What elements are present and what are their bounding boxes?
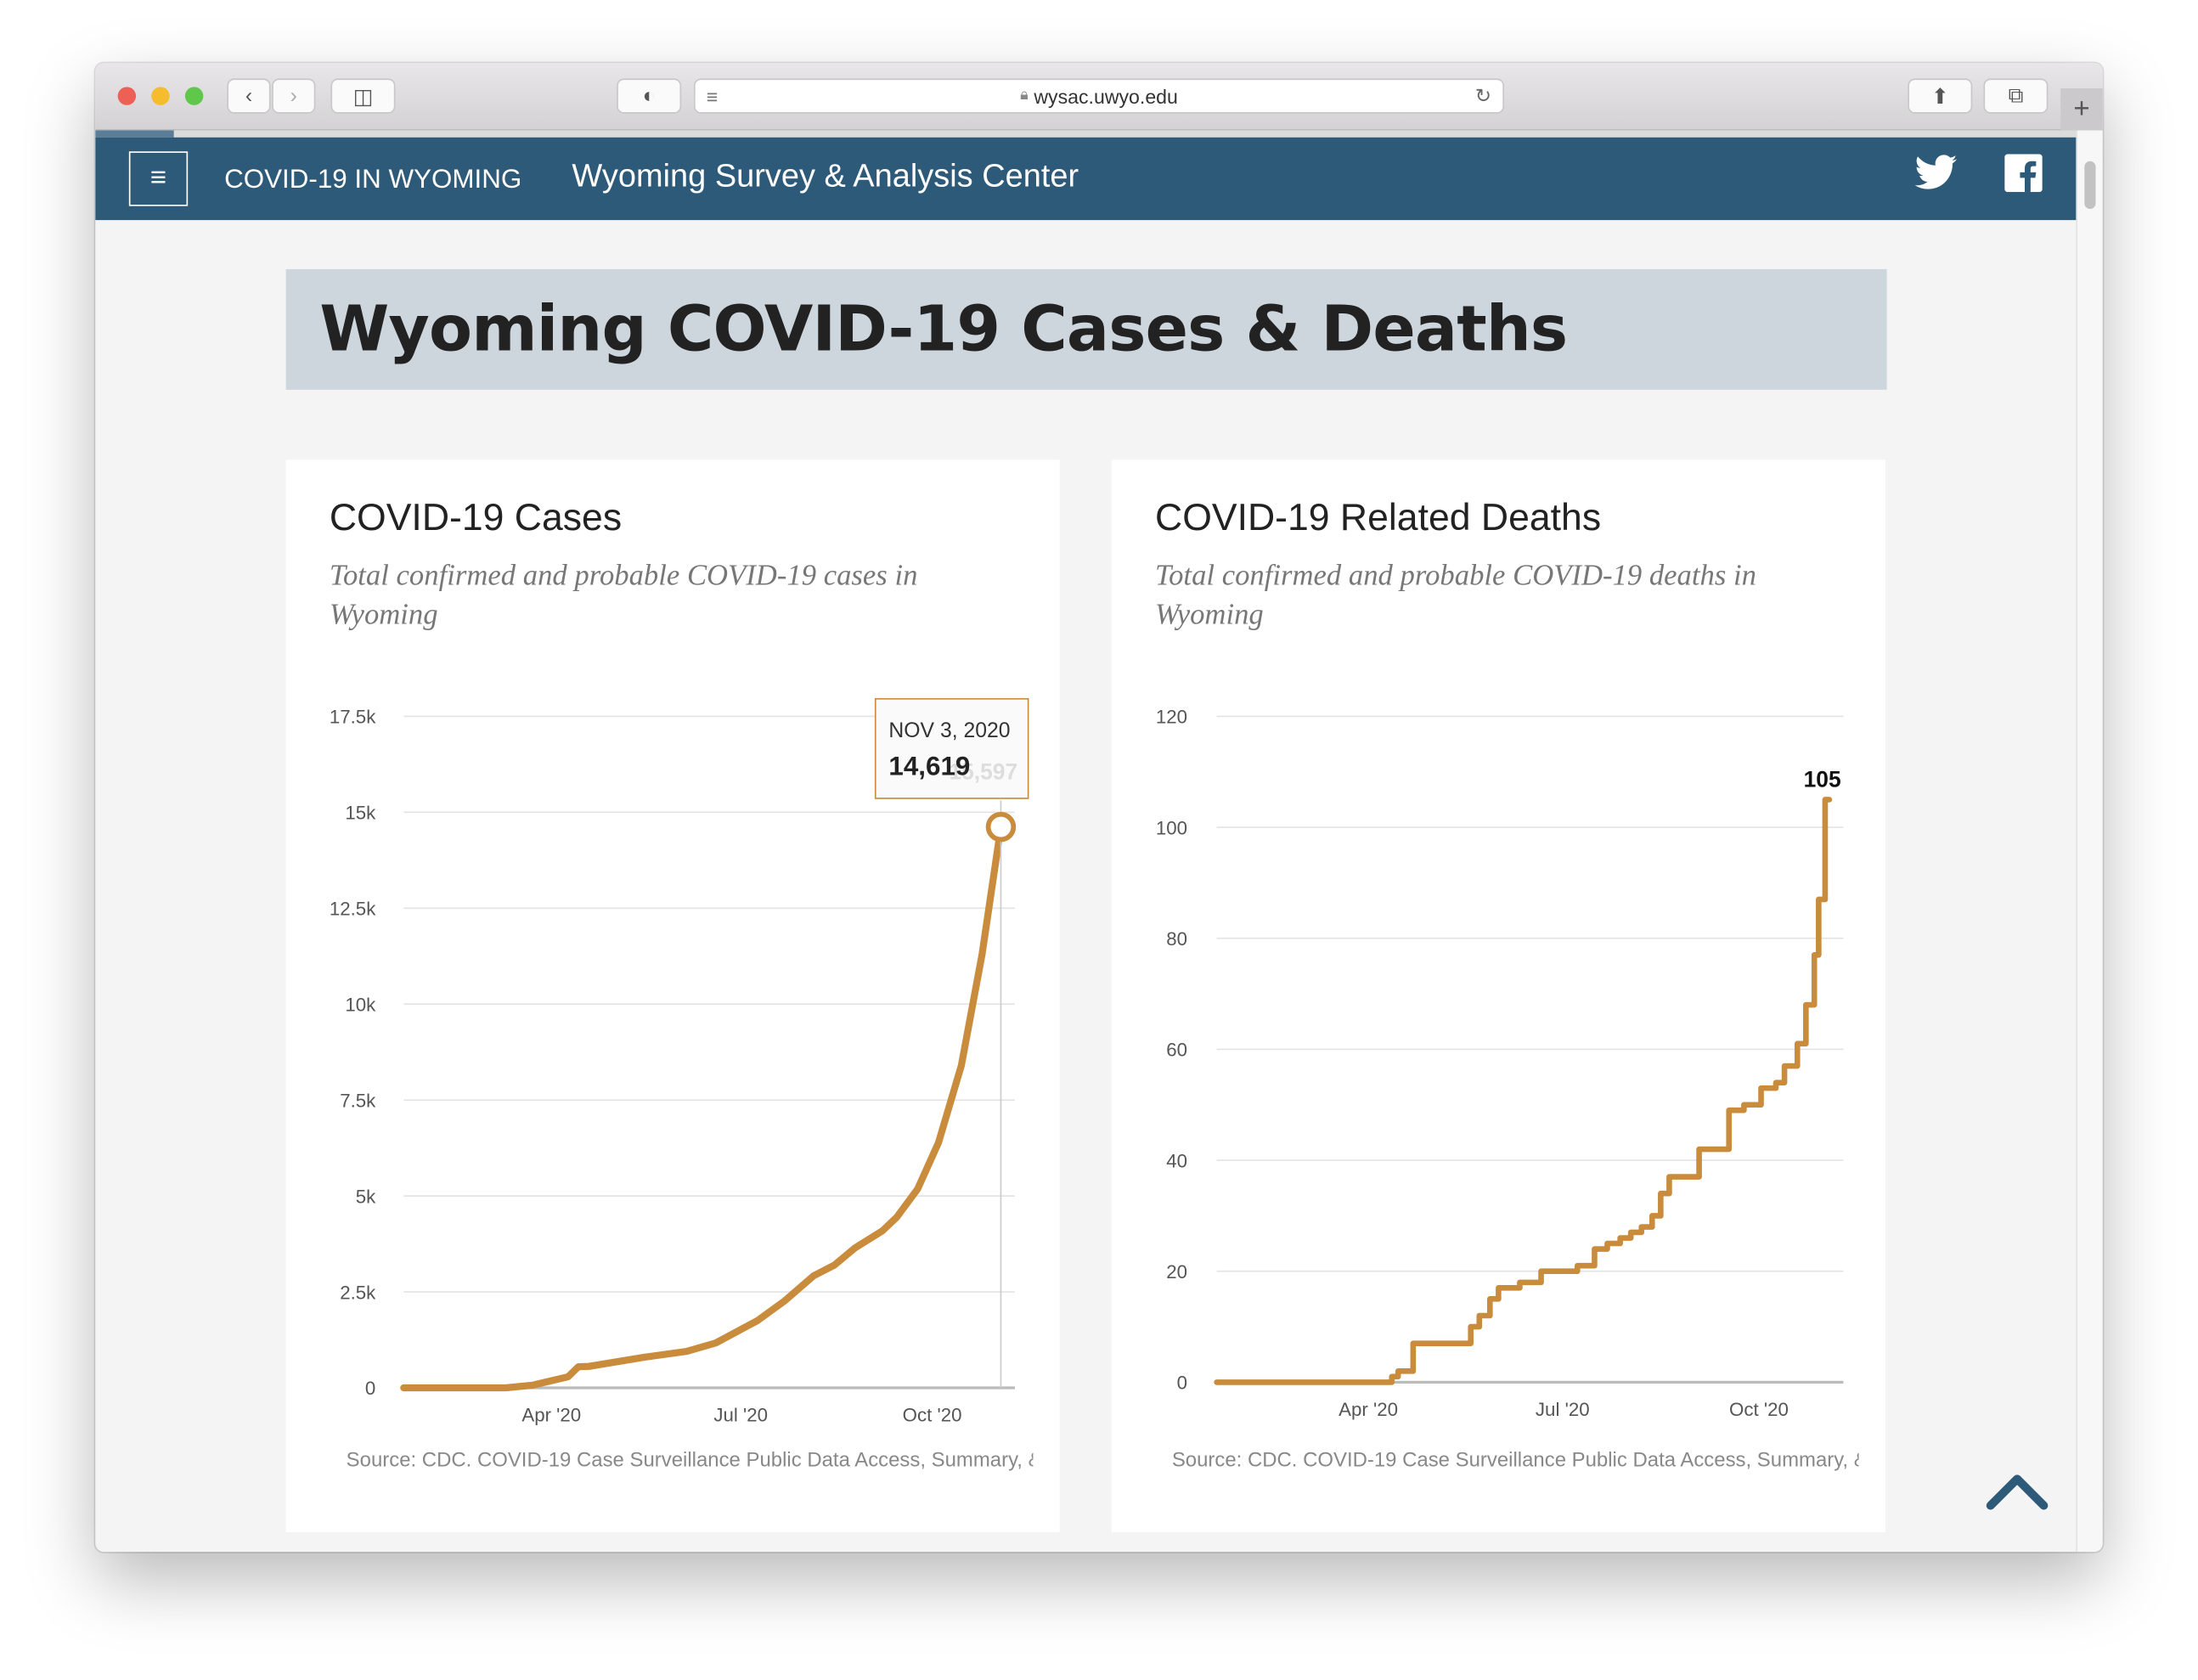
tooltip-value: 14,619	[888, 753, 971, 782]
twitter-icon[interactable]	[1914, 155, 1958, 200]
minimize-window-button[interactable]	[151, 87, 170, 105]
reader-icon[interactable]: ≡	[706, 84, 719, 108]
chevron-left-icon: ‹	[245, 84, 253, 109]
y-tick-label: 17.5k	[330, 707, 376, 728]
cases-source: Source: CDC. COVID-19 Case Surveillance …	[346, 1449, 1034, 1473]
url-text: wysac.uwyo.edu	[1034, 84, 1178, 108]
page-banner: Wyoming COVID-19 Cases & Deaths	[285, 268, 1887, 390]
y-tick-label: 10k	[345, 994, 376, 1015]
page-title: Wyoming COVID-19 Cases & Deaths	[319, 291, 1568, 366]
y-tick-label: 100	[1156, 817, 1187, 838]
deaths-title: COVID-19 Related Deaths	[1155, 496, 1602, 538]
facebook-icon[interactable]	[2004, 154, 2043, 202]
deaths-source: Source: CDC. COVID-19 Case Surveillance …	[1171, 1449, 1859, 1473]
x-tick-label: Oct '20	[903, 1405, 962, 1426]
deaths-chart[interactable]: 0 20 40 60 80 100 120 Apr '20 Jul '20 Oct '20 105	[1112, 670, 1885, 1427]
tabs-button[interactable]: ⧉	[1983, 78, 2049, 114]
new-tab-button[interactable]: +	[2060, 87, 2103, 131]
series-line	[1214, 797, 1833, 1385]
cases-title: COVID-19 Cases	[329, 496, 623, 538]
share-icon: ⬆	[1930, 84, 1949, 109]
cases-subtitle: Total confirmed and probable COVID-19 ca…	[329, 557, 918, 631]
forward-button[interactable]: ›	[272, 78, 316, 114]
x-tick-label: Jul '20	[1536, 1399, 1590, 1420]
scrollbar-thumb[interactable]	[2084, 161, 2096, 209]
tooltip-date: NOV 3, 2020	[888, 719, 1011, 743]
browser-toolbar: ‹ › ◫ ◐ ≡ 🔒︎ wysac.uwyo.edu ↻ ⬆ ⧉ +	[95, 63, 2103, 131]
chevron-right-icon: ›	[290, 84, 297, 109]
hover-point-marker	[985, 811, 1017, 843]
y-tick-label: 0	[365, 1378, 375, 1399]
page-scrollbar[interactable]	[2076, 130, 2103, 1553]
y-tick-label: 80	[1166, 928, 1187, 950]
tooltip-ghost-value: 15,597	[949, 761, 1018, 786]
tab-strip	[95, 130, 2078, 138]
cases-tooltip: 15,597 NOV 3, 2020 14,619	[874, 697, 1029, 799]
share-button[interactable]: ⬆	[1908, 78, 1973, 114]
tabs-icon: ⧉	[2008, 84, 2024, 109]
x-tick-label: Apr '20	[1339, 1399, 1398, 1420]
brand-link[interactable]: COVID-19 IN WYOMING	[224, 165, 522, 195]
y-tick-label: 120	[1156, 707, 1187, 728]
y-tick-label: 12.5k	[330, 899, 376, 920]
x-tick-label: Apr '20	[521, 1405, 581, 1426]
y-tick-label: 15k	[345, 803, 376, 824]
y-tick-label: 7.5k	[340, 1090, 376, 1111]
y-tick-label: 40	[1166, 1150, 1187, 1171]
browser-window: ‹ › ◫ ◐ ≡ 🔒︎ wysac.uwyo.edu ↻ ⬆ ⧉ + ≡ CO…	[95, 63, 2103, 1553]
sidebar-button[interactable]: ◫	[330, 78, 396, 114]
address-bar[interactable]: ≡ 🔒︎ wysac.uwyo.edu ↻	[693, 78, 1504, 114]
cases-card: COVID-19 Cases Total confirmed and proba…	[285, 459, 1060, 1532]
close-window-button[interactable]	[117, 87, 137, 105]
y-tick-label: 2.5k	[340, 1282, 376, 1303]
y-tick-label: 60	[1166, 1040, 1187, 1061]
back-to-top-icon[interactable]	[1985, 1470, 2049, 1513]
shield-icon: ◐	[642, 84, 656, 109]
series-line	[400, 823, 1005, 1392]
y-tick-label: 5k	[356, 1186, 376, 1207]
deaths-card: COVID-19 Related Deaths Total confirmed …	[1111, 459, 1885, 1532]
privacy-button[interactable]: ◐	[617, 78, 682, 114]
x-tick-label: Jul '20	[713, 1405, 768, 1426]
deaths-subtitle: Total confirmed and probable COVID-19 de…	[1155, 557, 1756, 631]
sidebar-icon: ◫	[352, 84, 374, 109]
menu-button[interactable]: ≡	[128, 151, 189, 206]
reload-icon[interactable]: ↻	[1474, 84, 1492, 107]
lock-icon: 🔒︎	[1020, 87, 1029, 104]
end-value-label: 105	[1804, 767, 1841, 792]
back-button[interactable]: ‹	[227, 78, 271, 114]
hamburger-icon: ≡	[149, 162, 167, 194]
org-link[interactable]: Wyoming Survey & Analysis Center	[572, 156, 1079, 194]
site-nav: ≡ COVID-19 IN WYOMING Wyoming Survey & A…	[95, 137, 2078, 221]
y-tick-label: 0	[1177, 1373, 1187, 1394]
cases-chart[interactable]: 0 2.5k 5k 7.5k 10k 12.5k 15k 17.5k Apr '20 Jul '2…	[286, 670, 1060, 1427]
y-tick-label: 20	[1166, 1261, 1187, 1283]
x-tick-label: Oct '20	[1729, 1399, 1789, 1420]
zoom-window-button[interactable]	[184, 87, 204, 105]
